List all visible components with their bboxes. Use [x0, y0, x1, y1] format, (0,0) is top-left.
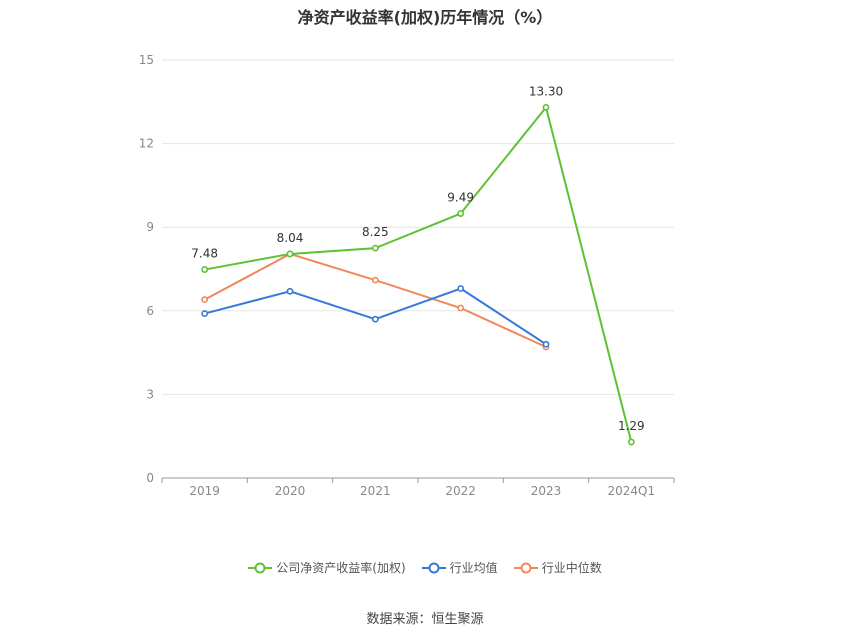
- y-tick-label: 15: [139, 53, 154, 67]
- legend-item[interactable]: 行业均值: [421, 559, 498, 576]
- data-label: 9.49: [447, 191, 474, 205]
- y-tick-label: 9: [146, 220, 154, 234]
- y-tick-label: 6: [146, 304, 154, 318]
- data-label: 8.04: [277, 231, 304, 245]
- data-point: [542, 340, 550, 348]
- data-label: 8.25: [362, 225, 389, 239]
- y-tick-label: 12: [139, 137, 154, 151]
- data-point: [371, 244, 379, 252]
- data-point: [371, 276, 379, 284]
- chart-title: 净资产收益率(加权)历年情况（%）: [297, 8, 553, 27]
- x-tick-label: 2024Q1: [608, 484, 656, 498]
- legend-label: 行业均值: [449, 561, 498, 575]
- data-point: [201, 266, 209, 273]
- x-tick-label: 2021: [360, 484, 391, 498]
- data-point: [542, 103, 550, 111]
- data-source: 数据来源：恒生聚源: [366, 612, 484, 627]
- data-point: [201, 296, 209, 304]
- data-label: 7.48: [191, 247, 218, 261]
- data-point: [627, 438, 635, 446]
- data-point: [286, 287, 294, 295]
- x-tick-label: 2020: [275, 484, 306, 498]
- data-point: [286, 250, 294, 258]
- data-point: [201, 310, 209, 317]
- x-tick-label: 2023: [531, 484, 562, 498]
- legend-label: 行业中位数: [541, 561, 602, 575]
- legend-swatch: [248, 562, 273, 573]
- legend-item[interactable]: 行业中位数: [513, 559, 602, 576]
- legend-swatch: [513, 562, 538, 573]
- data-point: [457, 210, 465, 217]
- x-tick-label: 2022: [445, 484, 476, 498]
- data-point: [371, 315, 379, 323]
- series-line: [204, 106, 633, 443]
- legend: 公司净资产收益率(加权) 行业均值 行业中位数: [0, 559, 850, 576]
- data-point: [457, 304, 465, 312]
- data-label: 13.30: [529, 84, 563, 98]
- y-tick-label: 3: [146, 387, 154, 401]
- x-tick-label: 2019: [189, 484, 220, 498]
- legend-label: 公司净资产收益率(加权): [276, 561, 406, 575]
- y-tick-label: 0: [146, 471, 154, 485]
- data-label: 1.29: [618, 419, 645, 433]
- legend-swatch: [421, 562, 446, 573]
- data-point: [457, 285, 465, 292]
- legend-item[interactable]: 公司净资产收益率(加权): [248, 559, 406, 576]
